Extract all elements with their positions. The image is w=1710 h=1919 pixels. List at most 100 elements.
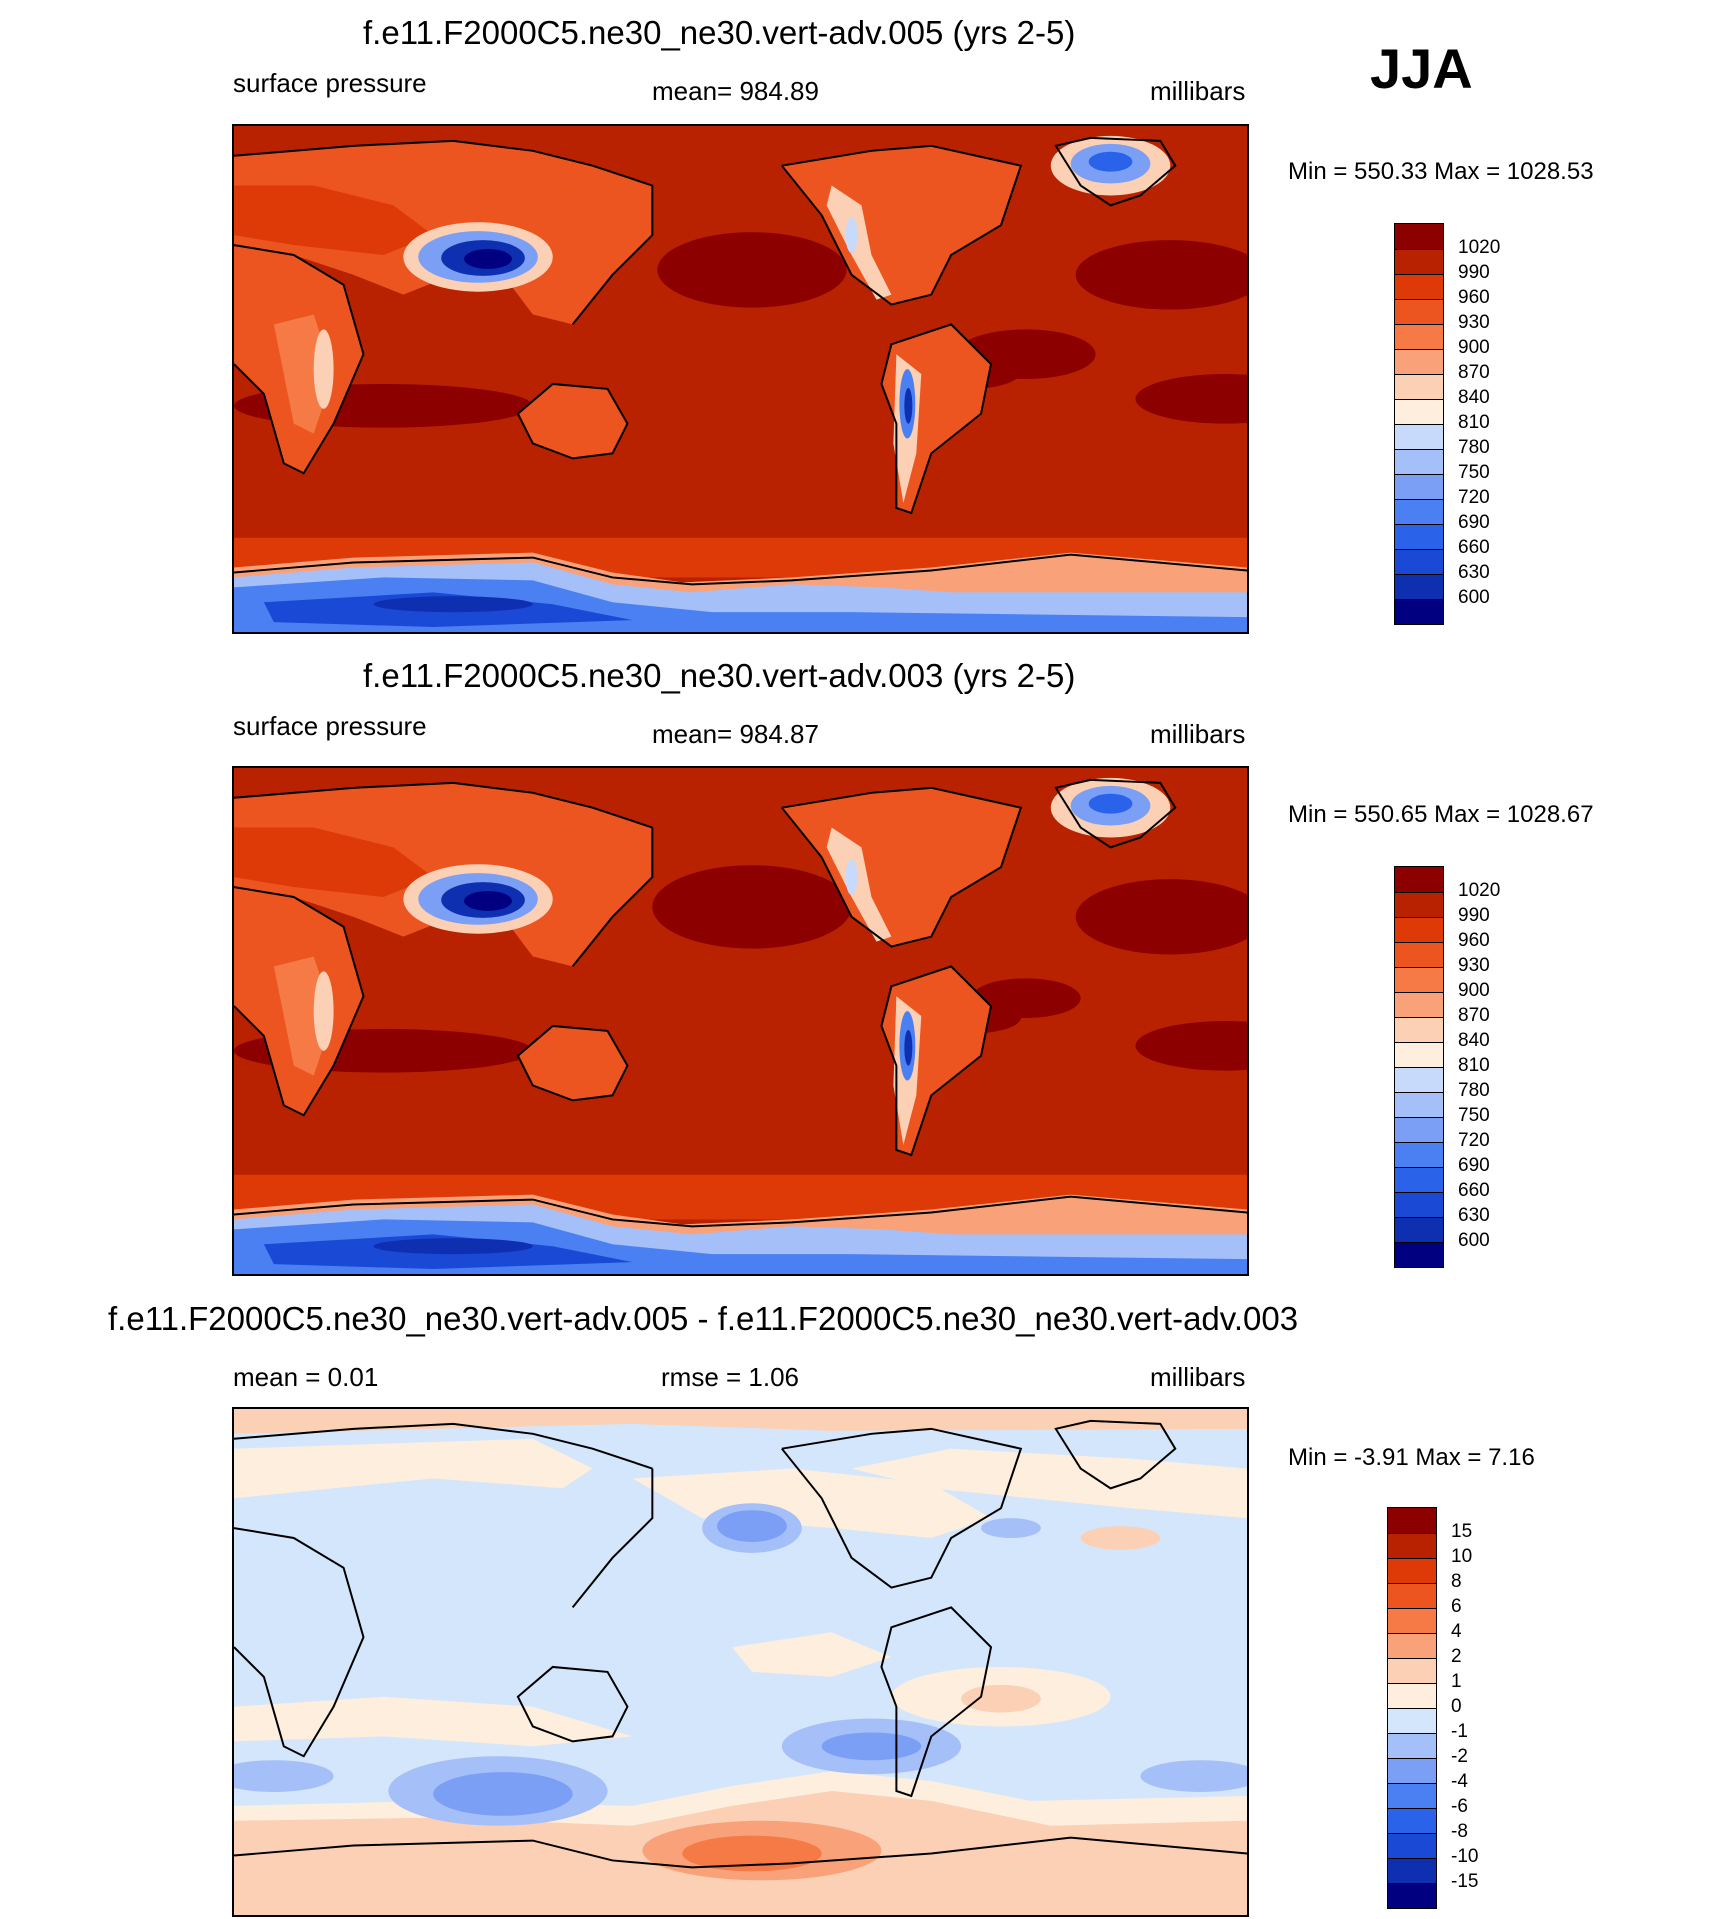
- colorbar-swatch: [1395, 1017, 1443, 1042]
- colorbar-tick-label: -1: [1451, 1721, 1468, 1742]
- colorbar-tick-label: 600: [1458, 1230, 1490, 1251]
- panel-1-variable-label: surface pressure: [233, 68, 427, 98]
- colorbar-swatch: [1395, 324, 1443, 349]
- colorbar-swatch: [1388, 1683, 1436, 1708]
- colorbar-tick-label: 810: [1458, 412, 1490, 433]
- panel-1-minmax: Min = 550.33 Max = 1028.53: [1288, 158, 1594, 185]
- panel-1-title: f.e11.F2000C5.ne30_ne30.vert-adv.005 (yr…: [363, 14, 1076, 51]
- panel-2-map: [232, 766, 1249, 1276]
- colorbar-swatch: [1395, 424, 1443, 449]
- colorbar-tick-label: 15: [1451, 1521, 1473, 1542]
- colorbar-tick-label: 8: [1451, 1571, 1462, 1592]
- panel-2-colorbar-swatches: [1394, 866, 1444, 1268]
- colorbar-tick-label: 10: [1451, 1546, 1473, 1567]
- colorbar-swatch: [1395, 224, 1443, 249]
- colorbar-tick-label: 0: [1451, 1696, 1462, 1717]
- colorbar-tick-label: 6: [1451, 1596, 1462, 1617]
- panel-2-units-label: millibars: [1150, 719, 1246, 749]
- colorbar-tick-label: 960: [1458, 930, 1490, 951]
- colorbar-swatch: [1388, 1658, 1436, 1683]
- panel-2-mean-label: mean= 984.87: [652, 719, 819, 749]
- colorbar-tick-label: -15: [1451, 1871, 1479, 1892]
- panel-1-units-label: millibars: [1150, 76, 1246, 106]
- colorbar-tick-label: 630: [1458, 562, 1490, 583]
- colorbar-tick-label: 990: [1458, 262, 1490, 283]
- colorbar-tick-label: 2: [1451, 1646, 1462, 1667]
- colorbar-tick-label: 900: [1458, 337, 1490, 358]
- colorbar-swatch: [1395, 299, 1443, 324]
- panel-3-title: f.e11.F2000C5.ne30_ne30.vert-adv.005 - f…: [108, 1300, 1299, 1337]
- season-label: JJA: [1370, 37, 1473, 100]
- colorbar-swatch: [1395, 1192, 1443, 1217]
- colorbar-tick-label: 870: [1458, 1005, 1490, 1026]
- panel-2-title: f.e11.F2000C5.ne30_ne30.vert-adv.003 (yr…: [363, 657, 1076, 694]
- colorbar-swatch: [1395, 1117, 1443, 1142]
- colorbar-swatch: [1395, 892, 1443, 917]
- colorbar-swatch: [1395, 499, 1443, 524]
- colorbar-swatch: [1388, 1783, 1436, 1808]
- colorbar-swatch: [1395, 967, 1443, 992]
- colorbar-tick-label: 1: [1451, 1671, 1462, 1692]
- colorbar-swatch: [1395, 249, 1443, 274]
- colorbar-swatch: [1388, 1833, 1436, 1858]
- colorbar-swatch: [1395, 942, 1443, 967]
- colorbar-tick-label: -10: [1451, 1846, 1479, 1867]
- colorbar-swatch: [1395, 867, 1443, 892]
- colorbar-tick-label: 930: [1458, 312, 1490, 333]
- panel-3-colorbar-swatches: [1387, 1507, 1437, 1909]
- colorbar-swatch: [1388, 1508, 1436, 1533]
- colorbar-tick-label: 600: [1458, 587, 1490, 608]
- colorbar-tick-label: -4: [1451, 1771, 1468, 1792]
- colorbar-swatch: [1388, 1733, 1436, 1758]
- colorbar-swatch: [1395, 1042, 1443, 1067]
- colorbar-swatch: [1395, 1217, 1443, 1242]
- colorbar-tick-label: 930: [1458, 955, 1490, 976]
- colorbar-tick-label: 660: [1458, 1180, 1490, 1201]
- colorbar-swatch: [1388, 1808, 1436, 1833]
- colorbar-swatch: [1388, 1608, 1436, 1633]
- panel-2-minmax: Min = 550.65 Max = 1028.67: [1288, 801, 1594, 828]
- colorbar-tick-label: 900: [1458, 980, 1490, 1001]
- panel-3-units-label: millibars: [1150, 1362, 1246, 1392]
- colorbar-tick-label: 810: [1458, 1055, 1490, 1076]
- colorbar-swatch: [1388, 1858, 1436, 1883]
- colorbar-tick-label: 750: [1458, 1105, 1490, 1126]
- colorbar-swatch: [1395, 599, 1443, 624]
- colorbar-tick-label: 990: [1458, 905, 1490, 926]
- panel-1-pressure-field: [234, 126, 1247, 632]
- panel-2-pressure-field: [234, 768, 1247, 1274]
- colorbar-tick-label: 720: [1458, 487, 1490, 508]
- colorbar-swatch: [1388, 1558, 1436, 1583]
- colorbar-tick-label: 660: [1458, 537, 1490, 558]
- colorbar-tick-label: 870: [1458, 362, 1490, 383]
- colorbar-swatch: [1395, 574, 1443, 599]
- colorbar-tick-label: -2: [1451, 1746, 1468, 1767]
- colorbar-tick-label: 780: [1458, 1080, 1490, 1101]
- colorbar-swatch: [1395, 524, 1443, 549]
- colorbar-tick-label: 690: [1458, 1155, 1490, 1176]
- colorbar-tick-label: -6: [1451, 1796, 1468, 1817]
- colorbar-tick-label: 840: [1458, 1030, 1490, 1051]
- colorbar-swatch: [1395, 399, 1443, 424]
- panel-1-colorbar-swatches: [1394, 223, 1444, 625]
- colorbar-tick-label: 690: [1458, 512, 1490, 533]
- colorbar-swatch: [1388, 1758, 1436, 1783]
- colorbar-tick-label: 1020: [1458, 880, 1501, 901]
- colorbar-swatch: [1388, 1533, 1436, 1558]
- colorbar-tick-label: 720: [1458, 1130, 1490, 1151]
- panel-3-difference-field: [234, 1409, 1247, 1915]
- panel-3-rmse-label: rmse = 1.06: [661, 1362, 800, 1392]
- colorbar-tick-label: 1020: [1458, 237, 1501, 258]
- colorbar-swatch: [1395, 992, 1443, 1017]
- panel-3-minmax: Min = -3.91 Max = 7.16: [1288, 1444, 1535, 1471]
- colorbar-swatch: [1395, 449, 1443, 474]
- panel-2-variable-label: surface pressure: [233, 711, 427, 741]
- colorbar-swatch: [1395, 1242, 1443, 1267]
- colorbar-tick-label: 630: [1458, 1205, 1490, 1226]
- panel-3-mean-label: mean = 0.01: [233, 1362, 379, 1392]
- panel-3-map: [232, 1407, 1249, 1917]
- colorbar-swatch: [1388, 1633, 1436, 1658]
- colorbar-tick-label: 750: [1458, 462, 1490, 483]
- colorbar-tick-label: 840: [1458, 387, 1490, 408]
- panel-1-mean-label: mean= 984.89: [652, 76, 819, 106]
